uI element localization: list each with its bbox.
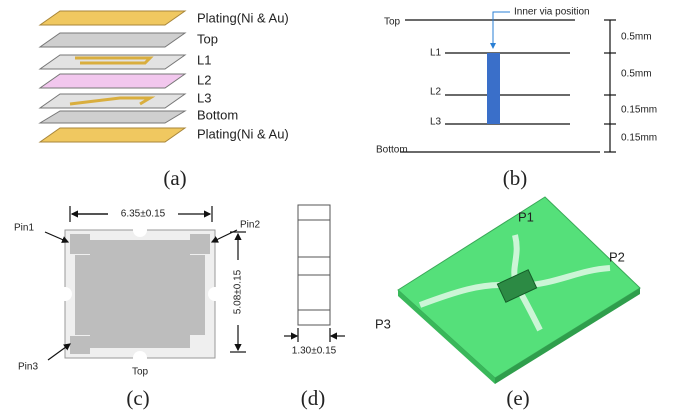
level-label: L2: [430, 87, 442, 98]
level-label: Bottom: [376, 145, 408, 156]
pin-label: Pin3: [18, 362, 38, 373]
cross-section: [400, 12, 616, 152]
level-label: Top: [384, 17, 401, 28]
annotation: Inner via position: [514, 7, 590, 18]
pin-label: Pin1: [14, 223, 34, 234]
layer-label: L2: [197, 72, 211, 87]
thickness-label: 0.5mm: [621, 32, 652, 43]
dimension-label: 1.30±0.15: [292, 346, 337, 357]
thickness-label: 0.5mm: [621, 69, 652, 80]
caption: (a): [163, 166, 186, 190]
figure: Plating(Ni & Au) Top L1 L2 L3 Bottom Pla…: [0, 0, 683, 414]
view-label: Top: [132, 367, 149, 378]
caption: (c): [126, 386, 149, 410]
board-3d: [398, 197, 640, 384]
layer-label: Bottom: [197, 107, 238, 122]
layer-label: L1: [197, 52, 211, 67]
package-top-view: [45, 206, 246, 365]
caption: (b): [503, 166, 528, 190]
dimension-label: 6.35±0.15: [121, 209, 166, 220]
thickness-label: 0.15mm: [621, 105, 657, 116]
port-label: P1: [518, 209, 534, 224]
caption: (e): [506, 386, 529, 410]
layer-label: Top: [197, 31, 218, 46]
layer-stack: [40, 11, 185, 142]
pin-label: Pin2: [240, 220, 260, 231]
level-label: L1: [430, 48, 442, 59]
thickness-label: 0.15mm: [621, 133, 657, 144]
caption: (d): [301, 386, 326, 410]
layer-label: Plating(Ni & Au): [197, 126, 289, 141]
package-side-view: [284, 205, 345, 342]
port-label: P2: [609, 249, 625, 264]
layer-label: L3: [197, 90, 211, 105]
port-label: P3: [375, 316, 391, 331]
level-label: L3: [430, 117, 442, 128]
dimension-label: 5.08±0.15: [233, 269, 244, 314]
layer-label: Plating(Ni & Au): [197, 10, 289, 25]
